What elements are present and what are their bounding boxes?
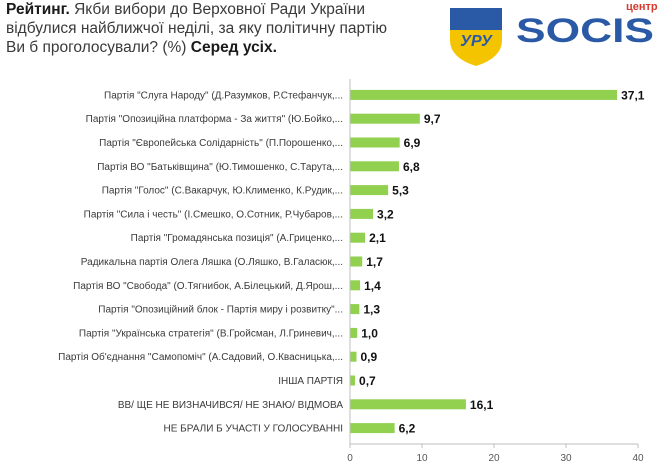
bar xyxy=(350,399,466,410)
bar xyxy=(350,208,374,219)
uru-logo-text: УРУ xyxy=(460,33,493,50)
bar xyxy=(350,89,618,100)
data-label: 5,3 xyxy=(392,184,409,198)
x-axis: 0 10 20 30 40 xyxy=(347,79,644,463)
title-text: Якби вибори до Верховної Ради України ві… xyxy=(6,1,387,56)
category-label: ІНША ПАРТІЯ xyxy=(278,376,343,387)
data-label: 2,1 xyxy=(369,231,386,245)
data-label: 9,7 xyxy=(424,112,441,126)
bar xyxy=(350,280,361,291)
bar xyxy=(350,161,399,172)
title-bold: Рейтинг. xyxy=(6,1,70,18)
bar xyxy=(350,113,420,124)
logo-area: УРУ центр SOCIS xyxy=(446,0,657,68)
data-label: 1,0 xyxy=(361,326,378,340)
x-tick-label: 20 xyxy=(488,453,500,463)
category-label: Партія ВО "Свобода" (О.Тягнибок, А.Білец… xyxy=(73,280,343,292)
data-label: 1,4 xyxy=(364,279,381,293)
bar xyxy=(350,423,395,434)
category-label: Партія "Голос" (С.Вакарчук, Ю.Клименко, … xyxy=(102,186,343,197)
category-label: Партія "Громадянська позиція" (А.Гриценк… xyxy=(131,233,343,244)
bar xyxy=(350,375,356,386)
bar xyxy=(350,185,389,196)
x-tick-label: 10 xyxy=(416,453,428,463)
bar xyxy=(350,304,360,315)
data-label: 37,1 xyxy=(621,88,645,102)
category-label: Партія "Слуга Народу" (Д.Разумков, Р.Сте… xyxy=(104,89,343,101)
data-label: 6,8 xyxy=(403,160,420,174)
category-label: Партія "Сила і честь" (І.Смешко, О.Сотни… xyxy=(84,208,343,220)
socis-brand: SOCIS xyxy=(516,12,654,50)
data-label: 1,7 xyxy=(366,255,383,269)
category-label: Радикальна партія Олега Ляшка (О.Ляшко, … xyxy=(81,257,343,268)
bar xyxy=(350,327,358,338)
data-label: 0,7 xyxy=(359,374,376,388)
category-label: Партія "Українська стратегія" (В.Гройсма… xyxy=(79,328,343,339)
category-label: ВВ/ ЩЕ НЕ ВИЗНАЧИВСЯ/ НЕ ЗНАЮ/ ВІДМОВА xyxy=(118,400,344,411)
value-labels: 37,1 9,76,9 6,8 5,3 3,2 2,1 1,7 1,4 1,3 1,0 0,9 0,7… xyxy=(359,88,645,435)
data-label: 6,2 xyxy=(399,422,416,436)
data-label: 0,9 xyxy=(360,350,377,364)
bar xyxy=(350,256,363,267)
x-tick-label: 30 xyxy=(560,453,572,463)
category-label: Партія Об'єднання "Самопоміч" (А.Садовий… xyxy=(58,351,343,363)
category-label: Партія "Опозиційна платформа - За життя"… xyxy=(86,113,343,125)
category-label: Партія ВО "Батьківщина" (Ю.Тимошенко, С.… xyxy=(97,162,343,173)
data-label: 6,9 xyxy=(404,136,421,150)
bar xyxy=(350,232,366,243)
chart-title: Рейтинг. Якби вибори до Верховної Ради У… xyxy=(6,0,406,57)
x-tick-label: 40 xyxy=(632,453,644,463)
uru-logo: УРУ xyxy=(450,8,502,66)
category-labels: Партія "Слуга Народу" (Д.Разумков, Р.Сте… xyxy=(58,89,343,434)
socis-prefix: центр xyxy=(626,1,657,13)
socis-logo: центр SOCIS xyxy=(516,1,657,50)
category-label: Партія "Опозиційний блок - Партія миру і… xyxy=(98,304,343,316)
bars xyxy=(350,89,618,434)
data-label: 16,1 xyxy=(470,398,494,412)
category-label: НЕ БРАЛИ Б УЧАСТІ У ГОЛОСУВАННІ xyxy=(164,424,343,435)
title-tail: Серед усіх. xyxy=(190,39,277,56)
bar xyxy=(350,351,357,362)
x-tick-label: 0 xyxy=(347,453,353,463)
category-label: Партія "Європейська Солідарність" (П.Пор… xyxy=(99,138,343,149)
data-label: 3,2 xyxy=(377,207,394,221)
data-label: 1,3 xyxy=(363,303,380,317)
bar xyxy=(350,137,400,148)
